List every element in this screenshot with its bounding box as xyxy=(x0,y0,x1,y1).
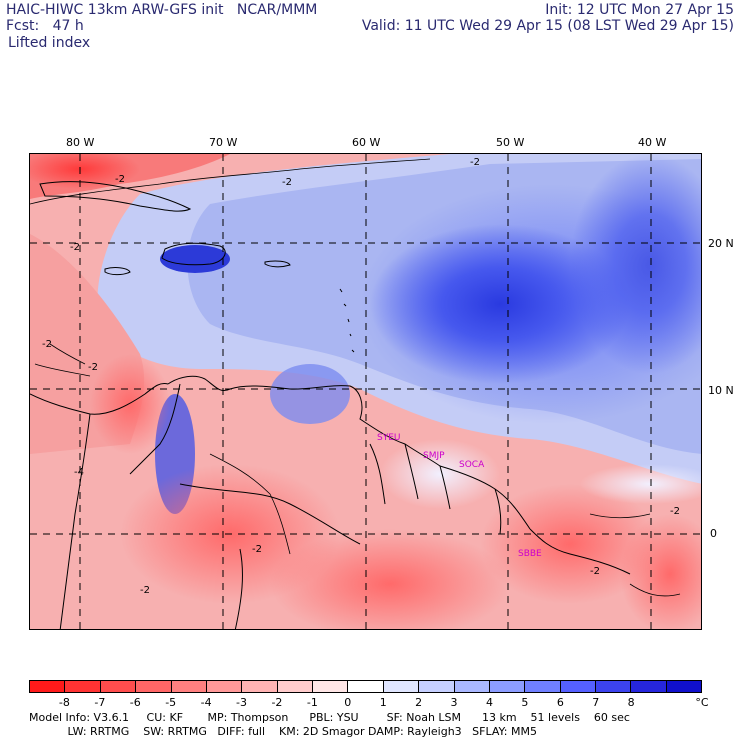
contour-label: -2 xyxy=(590,566,600,577)
colorbar-cell xyxy=(454,681,490,692)
lon-label-40w: 40 W xyxy=(638,136,667,149)
colorbar-cell xyxy=(277,681,313,692)
contour-lines xyxy=(30,158,681,597)
contour-label: -2 xyxy=(282,177,292,188)
lon-label-50w: 50 W xyxy=(496,136,525,149)
lon-label-80w: 80 W xyxy=(66,136,95,149)
colorbar-tick-label: 2 xyxy=(415,696,423,709)
colorbar-tick-label: 5 xyxy=(521,696,529,709)
colorbar-tick-label: -1 xyxy=(306,696,318,709)
field-blue-hispaniola xyxy=(160,245,230,273)
colorbar-cell xyxy=(489,681,526,692)
colorbar-cell xyxy=(383,681,420,692)
colorbar-cell xyxy=(242,681,278,692)
coastlines xyxy=(30,181,631,629)
init-time: Init: 12 UTC Mon 27 Apr 15 xyxy=(545,2,734,18)
colorbar-tick-label: 4 xyxy=(485,696,493,709)
map-canvas xyxy=(30,154,701,629)
station-label-sbbe: SBBE xyxy=(518,549,542,559)
model-info-line1: Model Info: V3.6.1 CU: KF MP: Thompson P… xyxy=(29,711,630,724)
colorbar-cell xyxy=(666,681,702,692)
colorbar-tick-label: -2 xyxy=(271,696,283,709)
contour-label: -2 xyxy=(70,242,80,253)
colorbar-tick-label: 7 xyxy=(592,696,600,709)
colorbar-tick-label: -5 xyxy=(165,696,177,709)
colorbar-tick-label: -4 xyxy=(200,696,212,709)
contour-label: -2 xyxy=(670,506,680,517)
field-red-amazon-s xyxy=(270,529,510,629)
colorbar-cell xyxy=(348,681,384,692)
lat-label-10n: 10 N xyxy=(708,384,734,397)
contour-label: -2 xyxy=(140,585,150,596)
colorbar-unit: °C xyxy=(695,696,709,709)
colorbar-tick-label: 3 xyxy=(450,696,458,709)
colorbar-cell xyxy=(560,681,596,692)
colorbar-cell xyxy=(30,681,66,692)
colorbar-tick-label: 0 xyxy=(344,696,352,709)
lat-label-0: 0 xyxy=(710,527,717,540)
colorbar-cell xyxy=(419,681,455,692)
colorbar xyxy=(29,680,702,693)
colorbar-cell xyxy=(171,681,207,692)
colorbar-cell xyxy=(631,681,667,692)
field-pale-guiana xyxy=(380,439,500,509)
field-red-amazon-e xyxy=(480,484,660,604)
field-red-far-east xyxy=(620,514,701,629)
colorbar-tick-label: -7 xyxy=(94,696,106,709)
forecast-hour: Fcst: 47 h xyxy=(6,18,84,34)
field-blue-east xyxy=(570,154,701,374)
model-title: HAIC-HIWC 13km ARW-GFS init NCAR/MMM xyxy=(6,2,318,18)
colorbar-cell xyxy=(313,681,349,692)
colorbar-cell xyxy=(100,681,137,692)
colorbar-tick-label: 1 xyxy=(379,696,387,709)
contour-label: -2 xyxy=(252,544,262,555)
colorbar-tick-label: -6 xyxy=(129,696,141,709)
field-pale-atlantic xyxy=(580,464,701,504)
colorbar-tick-label: 8 xyxy=(627,696,635,709)
lon-label-70w: 70 W xyxy=(209,136,238,149)
contour-label: -2 xyxy=(88,362,98,373)
contour-label: -2 xyxy=(470,157,480,168)
lon-label-60w: 60 W xyxy=(352,136,381,149)
station-label-syeu: SYEU xyxy=(377,433,401,443)
contour-label: -2 xyxy=(115,174,125,185)
field-name: Lifted index xyxy=(8,35,91,51)
field-red-panama xyxy=(90,354,170,454)
field-blue-orinoco xyxy=(270,364,350,424)
colorbar-tick-label: -8 xyxy=(58,696,70,709)
field-blue-core xyxy=(370,224,630,384)
colorbar-cell xyxy=(136,681,172,692)
station-label-smjp: SMJP xyxy=(423,451,445,461)
station-label-soca: SOCA xyxy=(459,460,485,470)
contour-label: -4 xyxy=(74,467,84,478)
colorbar-cell xyxy=(206,681,243,692)
latlon-grid xyxy=(30,154,701,629)
contour-label: -2 xyxy=(42,339,52,350)
model-info-line2: LW: RRTMG SW: RRTMG DIFF: full KM: 2D Sm… xyxy=(29,725,537,738)
lat-label-20n: 20 N xyxy=(708,237,734,250)
colorbar-cell xyxy=(596,681,632,692)
colorbar-cell xyxy=(525,681,561,692)
colorbar-tick-label: 6 xyxy=(556,696,564,709)
lifted-index-map: -2 -2 -2 -2 -4 -2 -2 -2 -2 -2 -2 SYEU SM… xyxy=(29,153,702,630)
colorbar-cell xyxy=(65,681,101,692)
colorbar-tick-label: -3 xyxy=(236,696,247,709)
field-red-core xyxy=(30,154,140,189)
valid-time: Valid: 11 UTC Wed 29 Apr 15 (08 LST Wed … xyxy=(361,18,734,34)
